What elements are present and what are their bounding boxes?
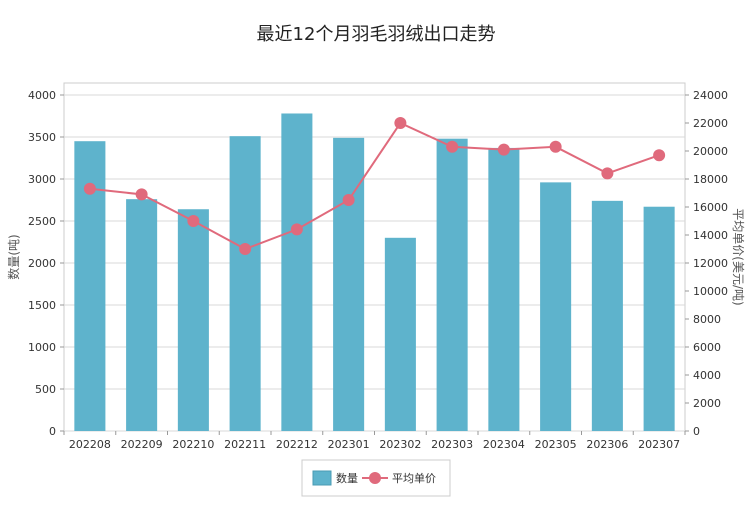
left-tick-label: 1500 — [28, 299, 56, 312]
x-tick-label: 202211 — [224, 438, 266, 451]
point-202304 — [497, 143, 510, 156]
x-tick-label: 202208 — [69, 438, 111, 451]
point-202209 — [135, 188, 148, 201]
left-tick-label: 500 — [35, 383, 56, 396]
bar-series — [74, 113, 675, 432]
right-tick-label: 10000 — [693, 285, 728, 298]
bar-202210 — [177, 209, 209, 431]
x-tick-label: 202301 — [328, 438, 370, 451]
left-tick-label: 0 — [49, 425, 56, 438]
left-axis-ticks: 0 500 1000 1500 2000 2500 3000 3500 4000 — [28, 89, 64, 438]
x-tick-label: 202302 — [379, 438, 421, 451]
x-tick-label: 202210 — [172, 438, 214, 451]
left-tick-label: 3000 — [28, 173, 56, 186]
point-202212 — [290, 223, 303, 236]
bar-202301 — [333, 137, 365, 431]
right-tick-label: 20000 — [693, 145, 728, 158]
legend-label-quantity: 数量 — [336, 472, 358, 485]
point-202301 — [342, 194, 355, 206]
bar-202304 — [488, 147, 520, 432]
bar-202302 — [384, 237, 416, 431]
bar-202303 — [436, 138, 468, 431]
x-tick-label: 202209 — [121, 438, 163, 451]
x-tick-label: 202306 — [586, 438, 628, 451]
right-tick-label: 16000 — [693, 201, 728, 214]
left-tick-label: 3500 — [28, 131, 56, 144]
legend-label-avg-price: 平均单价 — [392, 472, 436, 485]
right-tick-label: 24000 — [693, 89, 728, 102]
right-tick-label: 14000 — [693, 229, 728, 242]
left-tick-label: 4000 — [28, 89, 56, 102]
point-202211 — [239, 243, 252, 255]
bar-202306 — [591, 200, 623, 431]
bar-202209 — [126, 199, 158, 431]
left-tick-label: 2500 — [28, 215, 56, 228]
left-tick-label: 2000 — [28, 257, 56, 270]
point-202210 — [187, 215, 200, 227]
point-202307 — [653, 149, 666, 162]
left-tick-label: 1000 — [28, 341, 56, 354]
point-202305 — [549, 140, 562, 153]
point-202302 — [394, 117, 407, 129]
chart-title: 最近12个月羽毛羽绒出口走势 — [257, 24, 496, 45]
x-tick-label: 202307 — [638, 438, 680, 451]
point-202303 — [446, 140, 459, 153]
right-tick-label: 18000 — [693, 173, 728, 186]
point-202208 — [83, 182, 96, 195]
right-tick-label: 4000 — [693, 369, 721, 382]
right-tick-label: 8000 — [693, 313, 721, 326]
legend: 数量 平均单价 — [301, 459, 451, 497]
bar-202305 — [540, 182, 572, 431]
bar-202212 — [281, 113, 313, 431]
x-tick-label: 202304 — [483, 438, 525, 451]
left-axis-title: 数量(吨) — [6, 234, 21, 279]
point-202306 — [601, 167, 614, 180]
plot-area — [63, 82, 686, 432]
avg-price-line — [89, 121, 660, 251]
right-tick-label: 2000 — [693, 397, 721, 410]
right-axis-ticks: 0 2000 4000 6000 8000 10000 12000 14000 16000 180… — [685, 89, 728, 438]
bar-202211 — [229, 136, 261, 431]
x-tick-label: 202212 — [276, 438, 318, 451]
line-series — [83, 117, 666, 255]
right-tick-label: 6000 — [693, 341, 721, 354]
right-tick-label: 0 — [693, 425, 700, 438]
right-axis-title: 平均单价(美元/吨) — [731, 208, 745, 305]
right-tick-label: 22000 — [693, 117, 728, 130]
legend-bar-swatch — [312, 470, 332, 486]
right-tick-label: 12000 — [693, 257, 728, 270]
legend-line-marker — [369, 472, 381, 484]
bar-202307 — [643, 206, 675, 431]
x-tick-label: 202303 — [431, 438, 473, 451]
x-tick-label: 202305 — [535, 438, 577, 451]
x-axis-ticks: 202208 202209 202210 202211 202212 202301 2023… — [63, 431, 686, 451]
